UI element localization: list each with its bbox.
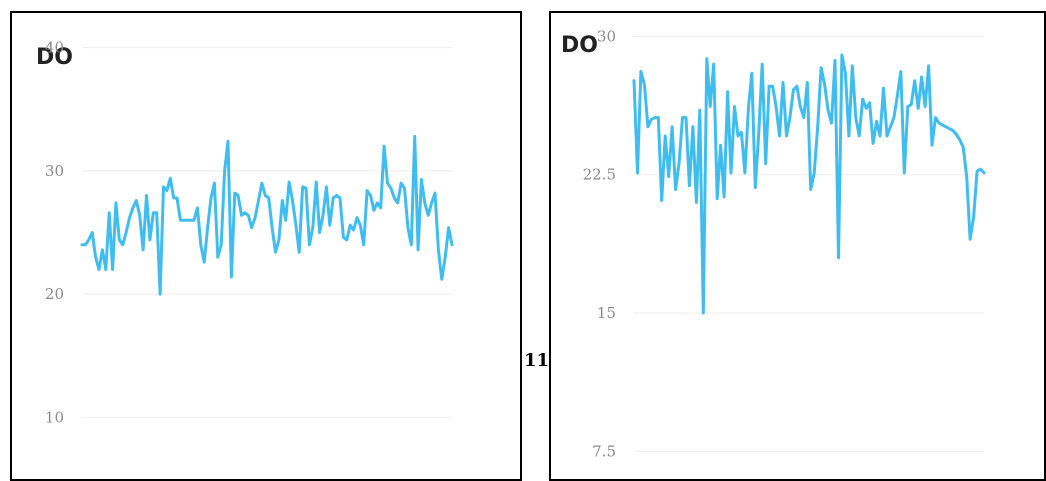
- y-tick-label: 30: [597, 27, 616, 45]
- y-tick-label: 30: [45, 162, 64, 180]
- y-tick-label: 40: [45, 39, 64, 57]
- series-line: [80, 134, 454, 296]
- line-chart-right: 7.5 15 22.5 30: [583, 27, 986, 460]
- chart-panel-left: DO 10 20 30 40: [10, 11, 522, 481]
- y-tick-label: 7.5: [592, 442, 616, 460]
- chart-title-right: DO: [561, 33, 598, 58]
- y-tick-label: 22.5: [583, 166, 616, 184]
- line-chart-left: 10 20 30 40: [45, 39, 454, 426]
- y-tick-label: 10: [45, 408, 64, 426]
- y-tick-label: 20: [45, 285, 64, 303]
- between-panels-label: 11: [524, 350, 550, 371]
- chart-panel-right: DO 7.5 15 22.5 30: [549, 11, 1046, 481]
- chart-title-left: DO: [36, 45, 73, 70]
- y-tick-label: 15: [597, 304, 616, 322]
- series-line: [632, 53, 986, 315]
